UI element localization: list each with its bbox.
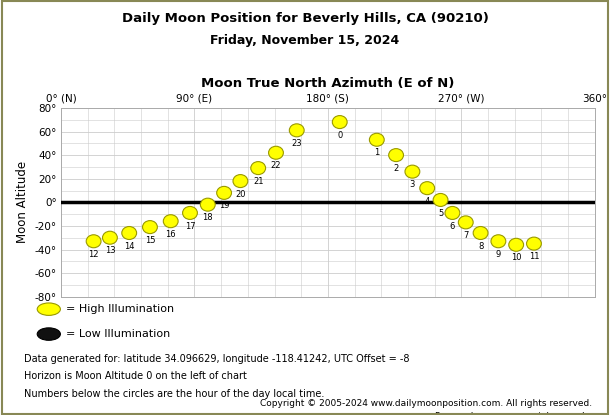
Text: 23: 23 — [292, 139, 302, 148]
Text: 10: 10 — [511, 254, 522, 262]
Text: 7: 7 — [463, 231, 468, 240]
Text: 16: 16 — [165, 230, 176, 239]
Text: Data generated for: latitude 34.096629, longitude -118.41242, UTC Offset = -8: Data generated for: latitude 34.096629, … — [24, 354, 410, 364]
Ellipse shape — [445, 206, 460, 220]
Text: 0: 0 — [337, 131, 342, 140]
Ellipse shape — [143, 221, 157, 234]
Text: 4: 4 — [425, 197, 430, 206]
Ellipse shape — [509, 238, 523, 251]
Text: Friday, November 15, 2024: Friday, November 15, 2024 — [210, 34, 400, 47]
X-axis label: Moon True North Azimuth (E of N): Moon True North Azimuth (E of N) — [201, 77, 454, 90]
Ellipse shape — [217, 186, 232, 199]
Text: Horizon is Moon Altitude 0 on the left of chart: Horizon is Moon Altitude 0 on the left o… — [24, 371, 247, 381]
Text: 8: 8 — [478, 242, 483, 251]
Text: 3: 3 — [410, 180, 415, 189]
Ellipse shape — [289, 124, 304, 137]
Ellipse shape — [389, 149, 403, 161]
Ellipse shape — [420, 182, 434, 195]
Text: 9: 9 — [496, 250, 501, 259]
Ellipse shape — [433, 193, 448, 206]
Ellipse shape — [182, 206, 198, 220]
Ellipse shape — [332, 115, 347, 129]
Ellipse shape — [163, 215, 178, 228]
Text: = Low Illumination: = Low Illumination — [66, 329, 170, 339]
Ellipse shape — [458, 216, 473, 229]
Text: Numbers below the circles are the hour of the day local time.: Numbers below the circles are the hour o… — [24, 389, 325, 399]
Text: 21: 21 — [253, 177, 264, 186]
Text: Personal non commercial use only.: Personal non commercial use only. — [435, 412, 592, 415]
Ellipse shape — [233, 175, 248, 188]
Text: 20: 20 — [235, 190, 246, 199]
Ellipse shape — [251, 161, 265, 175]
Ellipse shape — [526, 237, 542, 250]
Text: 13: 13 — [104, 247, 115, 255]
Text: 19: 19 — [219, 202, 229, 210]
Ellipse shape — [405, 165, 420, 178]
Text: 12: 12 — [88, 250, 99, 259]
Text: 18: 18 — [203, 213, 213, 222]
Ellipse shape — [86, 235, 101, 248]
Text: 22: 22 — [271, 161, 281, 171]
Text: Daily Moon Position for Beverly Hills, CA (90210): Daily Moon Position for Beverly Hills, C… — [121, 12, 489, 24]
Text: 1: 1 — [374, 149, 379, 157]
Text: 2: 2 — [393, 164, 399, 173]
Text: 14: 14 — [124, 242, 134, 251]
Text: 11: 11 — [529, 252, 539, 261]
Ellipse shape — [102, 231, 117, 244]
Ellipse shape — [370, 133, 384, 146]
Ellipse shape — [268, 146, 284, 159]
Ellipse shape — [200, 198, 215, 211]
Text: Copyright © 2005-2024 www.dailymoonposition.com. All rights reserved.: Copyright © 2005-2024 www.dailymoonposit… — [260, 399, 592, 408]
Text: 5: 5 — [438, 209, 443, 217]
Ellipse shape — [491, 235, 506, 248]
Text: = High Illumination: = High Illumination — [66, 304, 174, 314]
Ellipse shape — [473, 227, 488, 239]
Text: 15: 15 — [145, 236, 155, 245]
Text: 6: 6 — [450, 222, 455, 231]
Y-axis label: Moon Altitude: Moon Altitude — [16, 161, 29, 243]
Text: 17: 17 — [185, 222, 195, 231]
Ellipse shape — [122, 227, 137, 239]
